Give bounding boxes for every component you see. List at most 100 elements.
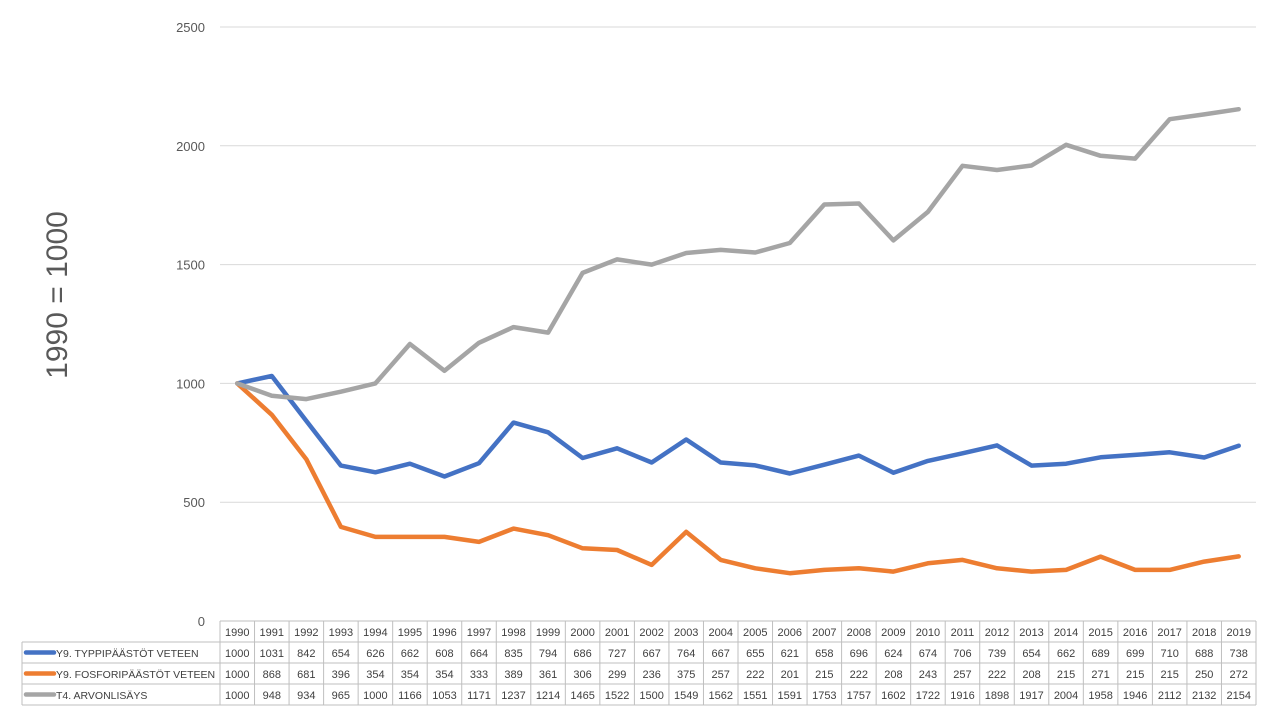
data-label: 222 <box>988 669 1006 681</box>
data-label: 1000 <box>363 690 387 702</box>
y-tick-label: 1000 <box>176 376 205 391</box>
legend-label: Y9. TYPPIPÄÄSTÖT VETEEN <box>56 648 199 660</box>
data-label: 626 <box>366 648 384 660</box>
x-tick-label: 1995 <box>398 627 422 639</box>
data-label: 201 <box>781 669 799 681</box>
data-label: 1000 <box>225 669 249 681</box>
data-label: 243 <box>919 669 937 681</box>
data-label: 271 <box>1091 669 1109 681</box>
x-tick-label: 2002 <box>639 627 663 639</box>
gridlines <box>220 26 1256 503</box>
data-label: 842 <box>297 648 315 660</box>
data-label: 764 <box>677 648 695 660</box>
data-label: 654 <box>1022 648 1040 660</box>
x-tick-label: 1996 <box>432 627 456 639</box>
data-label: 688 <box>1195 648 1213 660</box>
data-label: 215 <box>815 669 833 681</box>
data-label: 250 <box>1195 669 1213 681</box>
x-tick-label: 2004 <box>708 627 732 639</box>
data-label: 1500 <box>639 690 663 702</box>
data-label: 1562 <box>708 690 732 702</box>
x-tick-label: 1999 <box>536 627 560 639</box>
data-label: 658 <box>815 648 833 660</box>
data-label: 948 <box>263 690 281 702</box>
x-tick-label: 1993 <box>329 627 353 639</box>
data-label: 236 <box>642 669 660 681</box>
data-label: 1214 <box>536 690 560 702</box>
data-label: 1549 <box>674 690 698 702</box>
data-label: 1722 <box>916 690 940 702</box>
data-label: 681 <box>297 669 315 681</box>
data-label: 1916 <box>950 690 974 702</box>
data-label: 361 <box>539 669 557 681</box>
data-label: 608 <box>435 648 453 660</box>
x-tick-label: 1997 <box>467 627 491 639</box>
series-line-1 <box>235 373 1241 479</box>
y-axis-ticks: 0 500 1000 1500 2000 2500 <box>176 20 205 629</box>
data-label: 2154 <box>1226 690 1250 702</box>
data-label: 1946 <box>1123 690 1147 702</box>
data-label: 306 <box>573 669 591 681</box>
data-label: 375 <box>677 669 695 681</box>
data-label: 1031 <box>260 648 284 660</box>
legend-label: Y9. FOSFORIPÄÄSTÖT VETEEN <box>56 669 215 681</box>
y-axis-label: 1990 = 1000 <box>41 211 74 379</box>
x-tick-label: 1994 <box>363 627 387 639</box>
data-label: 965 <box>332 690 350 702</box>
data-label: 738 <box>1230 648 1248 660</box>
data-label: 215 <box>1126 669 1144 681</box>
y-axis-label-wrapper: 1990 = 1000 <box>38 211 78 379</box>
data-label: 662 <box>1057 648 1075 660</box>
x-tick-label: 2013 <box>1019 627 1043 639</box>
x-tick-label: 2018 <box>1192 627 1216 639</box>
data-label: 208 <box>884 669 902 681</box>
x-tick-label: 2007 <box>812 627 836 639</box>
data-label: 354 <box>401 669 419 681</box>
x-tick-label: 2009 <box>881 627 905 639</box>
data-label: 1522 <box>605 690 629 702</box>
data-label: 664 <box>470 648 488 660</box>
data-label: 794 <box>539 648 557 660</box>
x-tick-label: 2019 <box>1226 627 1250 639</box>
x-tick-label: 2016 <box>1123 627 1147 639</box>
data-label: 621 <box>781 648 799 660</box>
data-label: 2112 <box>1158 690 1182 702</box>
x-tick-label: 2005 <box>743 627 767 639</box>
legend-label: T4. ARVONLISÄYS <box>56 690 147 702</box>
data-label: 299 <box>608 669 626 681</box>
x-tick-label: 2010 <box>916 627 940 639</box>
y-tick-label: 2000 <box>176 139 205 154</box>
x-tick-label: 2014 <box>1054 627 1078 639</box>
x-tick-label: 2011 <box>951 627 975 639</box>
data-label: 835 <box>504 648 522 660</box>
data-label: 1053 <box>432 690 456 702</box>
x-tick-label: 2012 <box>985 627 1009 639</box>
x-tick-label: 1992 <box>294 627 318 639</box>
series-line-3 <box>235 106 1241 402</box>
data-label: 1166 <box>398 690 422 702</box>
data-label: 1757 <box>847 690 871 702</box>
data-label: 1602 <box>881 690 905 702</box>
x-tick-label: 2017 <box>1157 627 1181 639</box>
data-label: 222 <box>746 669 764 681</box>
data-label: 272 <box>1230 669 1248 681</box>
data-label: 208 <box>1022 669 1040 681</box>
data-label: 1171 <box>467 690 491 702</box>
data-label: 257 <box>953 669 971 681</box>
data-label: 727 <box>608 648 626 660</box>
data-label: 624 <box>884 648 902 660</box>
y-tick-label: 1500 <box>176 258 205 273</box>
data-label: 696 <box>850 648 868 660</box>
data-label: 2004 <box>1054 690 1078 702</box>
data-label: 2132 <box>1192 690 1216 702</box>
data-label: 699 <box>1126 648 1144 660</box>
data-label: 710 <box>1160 648 1178 660</box>
data-label: 354 <box>366 669 384 681</box>
data-label: 389 <box>504 669 522 681</box>
data-label: 215 <box>1160 669 1178 681</box>
data-label: 1000 <box>225 690 249 702</box>
x-tick-label: 2001 <box>605 627 629 639</box>
y-tick-label: 0 <box>198 614 205 629</box>
data-label: 868 <box>263 669 281 681</box>
x-tick-label: 1998 <box>501 627 525 639</box>
